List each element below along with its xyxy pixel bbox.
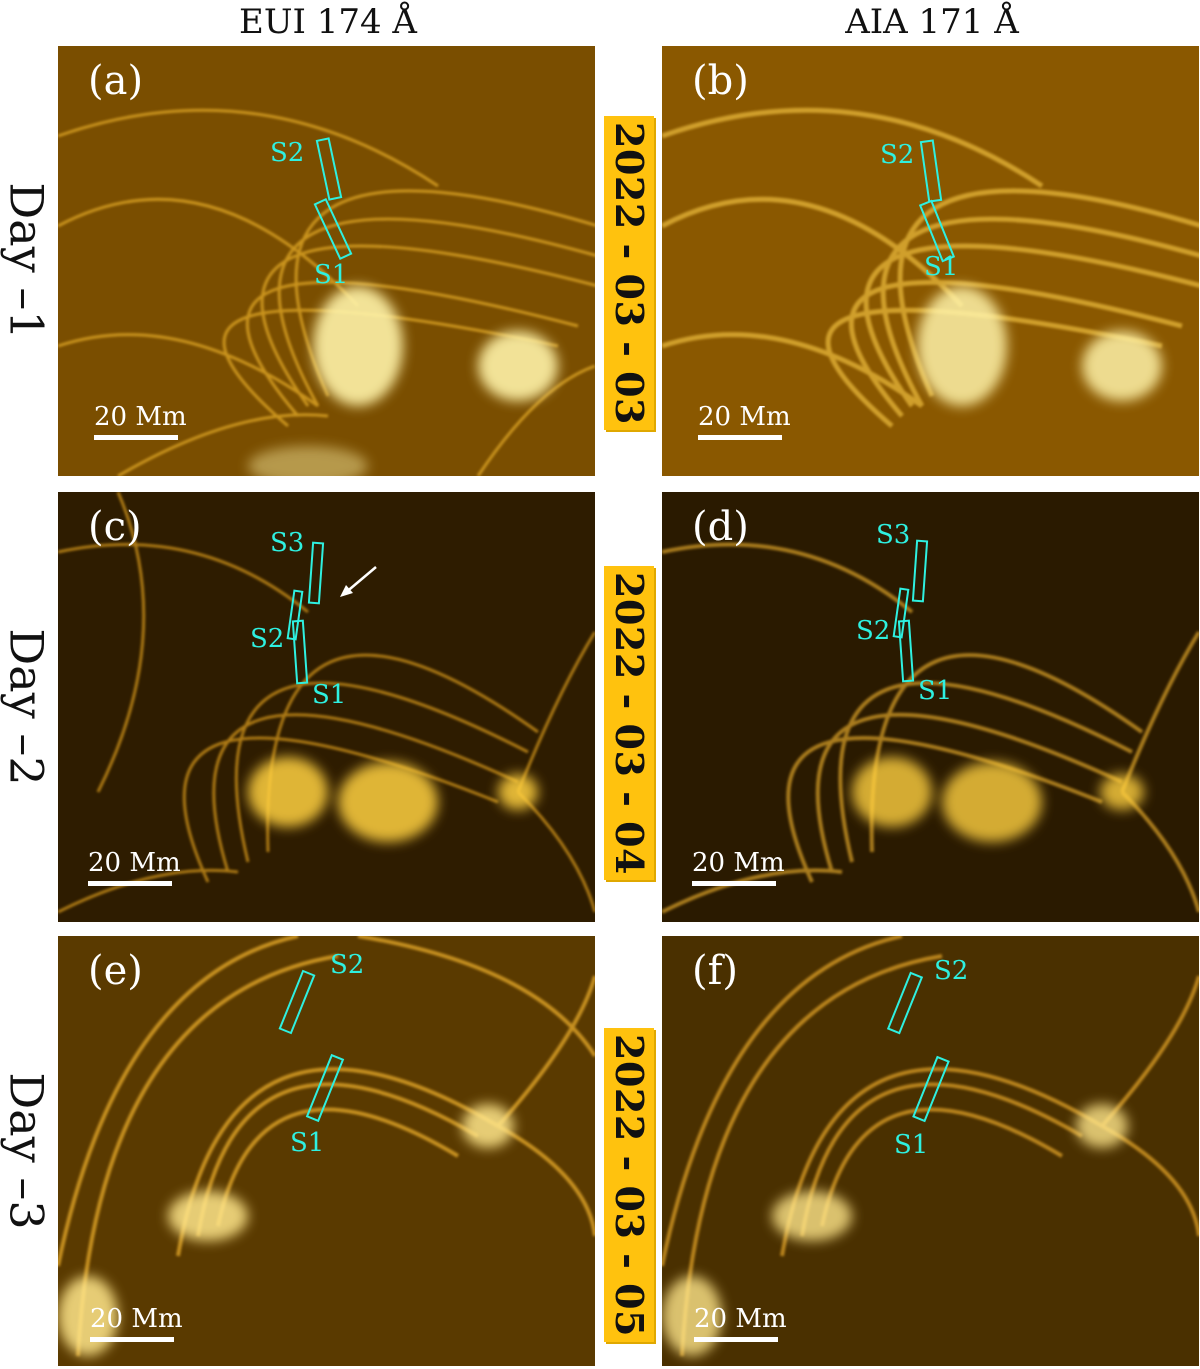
scale-label-b: 20 Mm	[698, 402, 791, 432]
slit-label-s2-e: S2	[330, 950, 365, 980]
scale-label-c: 20 Mm	[88, 848, 181, 878]
slit-label-s2-b: S2	[880, 140, 915, 170]
scale-bar-d	[692, 881, 776, 886]
panel-c: (c) S3 S2 S1 20 Mm	[58, 492, 595, 922]
row-label-day-2: Day –2	[0, 628, 54, 786]
panel-e: (e) S2 S1 20 Mm	[58, 936, 595, 1366]
coronal-image-c	[58, 492, 595, 922]
scale-bar-c	[88, 881, 172, 886]
panel-label-a: (a)	[88, 58, 144, 104]
coronal-image-d	[662, 492, 1199, 922]
scale-label-f: 20 Mm	[694, 1304, 787, 1334]
scale-bar-a	[94, 435, 178, 440]
panel-label-d: (d)	[692, 504, 749, 550]
date-box-row-1: 2022 - 03 - 03	[604, 116, 654, 430]
slit-label-s1-b: S1	[924, 252, 959, 282]
slit-label-s2-f: S2	[934, 956, 969, 986]
slit-label-s1-c: S1	[312, 680, 347, 710]
panel-d: (d) S3 S2 S1 20 Mm	[662, 492, 1199, 922]
slit-label-s3-c: S3	[270, 528, 305, 558]
scale-bar-b	[698, 435, 782, 440]
coronal-image-f	[662, 936, 1199, 1366]
panel-label-c: (c)	[88, 504, 142, 550]
arrow-icon	[340, 566, 377, 597]
slit-label-s1-d: S1	[918, 676, 953, 706]
slit-label-s3-d: S3	[876, 520, 911, 550]
slit-label-s2-c: S2	[250, 624, 285, 654]
row-label-day-1: Day –1	[0, 182, 54, 340]
coronal-image-a	[58, 46, 595, 476]
panel-label-b: (b)	[692, 58, 749, 104]
column-title-eui: EUI 174 Å	[239, 2, 417, 42]
scale-label-a: 20 Mm	[94, 402, 187, 432]
scale-bar-e	[90, 1337, 174, 1342]
slit-label-s2-a: S2	[270, 138, 305, 168]
panel-label-e: (e)	[88, 948, 143, 994]
row-label-day-3: Day –3	[0, 1072, 54, 1230]
scale-label-d: 20 Mm	[692, 848, 785, 878]
date-box-row-2: 2022 - 03 - 04	[604, 566, 654, 880]
date-box-row-3: 2022 - 03 - 05	[604, 1028, 654, 1342]
panel-f: (f) S2 S1 20 Mm	[662, 936, 1199, 1366]
coronal-image-e	[58, 936, 595, 1366]
panel-a: (a) S2 S1 20 Mm	[58, 46, 595, 476]
coronal-image-b	[662, 46, 1199, 476]
column-title-aia: AIA 171 Å	[845, 2, 1019, 42]
slit-label-s1-f: S1	[894, 1130, 929, 1160]
slit-label-s1-e: S1	[290, 1128, 325, 1158]
slit-label-s2-d: S2	[856, 616, 891, 646]
panel-label-f: (f)	[692, 948, 739, 994]
slit-label-s1-a: S1	[314, 260, 349, 290]
panel-b: (b) S2 S1 20 Mm	[662, 46, 1199, 476]
scale-label-e: 20 Mm	[90, 1304, 183, 1334]
scale-bar-f	[694, 1337, 778, 1342]
